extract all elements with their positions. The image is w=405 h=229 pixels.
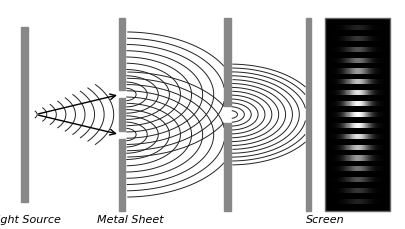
Bar <box>21 27 28 202</box>
Text: Light Source: Light Source <box>0 215 61 225</box>
Text: Metal Sheet: Metal Sheet <box>96 215 163 225</box>
Text: Screen: Screen <box>305 215 343 225</box>
Bar <box>118 139 125 211</box>
Bar <box>324 18 389 211</box>
Bar <box>224 18 230 106</box>
Bar <box>118 18 125 90</box>
Bar <box>118 98 125 131</box>
Bar <box>305 18 311 211</box>
Bar <box>224 123 230 211</box>
